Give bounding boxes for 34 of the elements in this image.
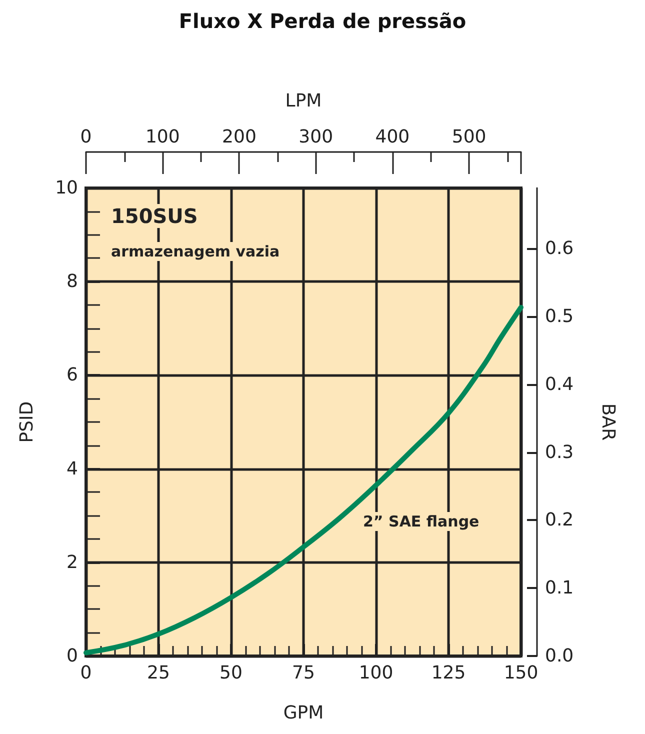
y-axis-title: PSID [16,401,38,443]
x2-axis-title: LPM [285,90,322,112]
x2-tick-label: 400 [375,126,410,148]
annotation: 2” SAE flange [363,512,480,530]
y-tick-label: 0 [66,646,78,666]
x-tick-label: 75 [292,662,315,684]
annotation: armazenagem vazia [111,242,280,260]
x-axis-title: GPM [283,702,324,724]
x-tick-label: 125 [431,662,466,684]
x-tick-label: 50 [220,662,242,684]
x-tick-label: 25 [147,662,170,684]
y2-tick-label: 0.6 [545,238,574,260]
y2-axis-title: BAR [598,403,618,441]
x2-tick-label: 100 [145,126,180,148]
y2-tick-label: 0.5 [545,306,574,328]
chart-title: Fluxo X Perda de pressão [178,9,466,33]
y2-tick-label: 0.3 [545,442,574,463]
y2-tick-label: 0.1 [545,578,574,599]
y-tick-label: 8 [66,271,78,292]
x2-tick-label: 0 [80,126,92,148]
x2-tick-label: 300 [298,126,334,148]
x-tick-label: 0 [80,662,92,684]
x2-tick-label: 200 [222,126,256,148]
y-tick-label: 6 [66,364,78,386]
y-tick-label: 10 [55,178,78,198]
y2-tick-label: 0.0 [545,646,574,666]
x-tick-label: 150 [504,662,538,684]
x-tick-label: 100 [358,662,394,684]
y2-tick-label: 0.2 [545,510,574,531]
x2-tick-label: 500 [452,126,486,148]
y-tick-label: 2 [66,552,78,573]
y-tick-label: 4 [66,458,78,480]
annotation: 150SUS [111,204,198,228]
y2-tick-label: 0.4 [545,374,574,395]
